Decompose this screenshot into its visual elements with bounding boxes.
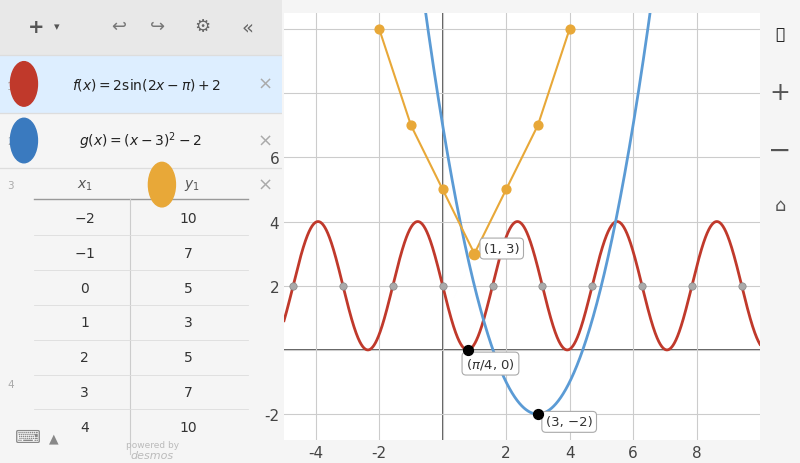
Text: 3: 3 xyxy=(184,316,193,330)
Text: 🔧: 🔧 xyxy=(775,27,785,42)
Text: 2: 2 xyxy=(7,136,14,146)
Text: ×: × xyxy=(257,132,272,150)
Text: ~: ~ xyxy=(156,178,168,192)
Text: 5: 5 xyxy=(184,281,193,295)
Text: 7: 7 xyxy=(184,385,193,399)
Point xyxy=(436,186,449,194)
Text: 10: 10 xyxy=(180,420,198,434)
Text: ↩: ↩ xyxy=(110,19,126,36)
Point xyxy=(405,122,418,130)
Text: ↪: ↪ xyxy=(150,19,166,36)
Text: $f(x) = 2\sin(2x-\pi)+2$: $f(x) = 2\sin(2x-\pi)+2$ xyxy=(72,77,221,93)
Point xyxy=(636,282,649,290)
Text: +: + xyxy=(28,18,45,37)
Text: 1: 1 xyxy=(80,316,89,330)
Text: ⚙: ⚙ xyxy=(194,19,211,36)
Text: 7: 7 xyxy=(184,246,193,260)
Text: 3: 3 xyxy=(80,385,89,399)
Point xyxy=(461,346,474,354)
Point xyxy=(468,250,481,258)
Text: desmos: desmos xyxy=(130,450,174,460)
Text: 2: 2 xyxy=(80,350,89,364)
Text: (3, −2): (3, −2) xyxy=(546,415,593,428)
Point xyxy=(436,282,449,290)
Point xyxy=(468,250,481,258)
Text: ▾: ▾ xyxy=(54,22,59,32)
Text: 10: 10 xyxy=(180,212,198,225)
Text: ⌨: ⌨ xyxy=(15,429,41,446)
Text: ×: × xyxy=(257,176,272,194)
Point xyxy=(531,122,544,130)
Text: ×: × xyxy=(257,76,272,94)
Text: 5: 5 xyxy=(184,350,193,364)
Text: $x_1$: $x_1$ xyxy=(77,178,92,193)
Point xyxy=(486,282,499,290)
Circle shape xyxy=(10,119,38,163)
Circle shape xyxy=(10,63,38,107)
Point xyxy=(686,282,698,290)
Point xyxy=(536,282,549,290)
Text: «: « xyxy=(242,18,254,37)
Text: 0: 0 xyxy=(80,281,89,295)
Text: 4: 4 xyxy=(80,420,89,434)
Point xyxy=(286,282,299,290)
FancyBboxPatch shape xyxy=(0,56,282,113)
Text: 3: 3 xyxy=(7,180,14,190)
Text: $g(x) = (x-3)^2-2$: $g(x) = (x-3)^2-2$ xyxy=(79,131,202,152)
Text: 4: 4 xyxy=(7,379,14,389)
Point xyxy=(586,282,598,290)
Text: 1: 1 xyxy=(7,82,14,92)
Text: $-1$: $-1$ xyxy=(74,246,95,260)
Point xyxy=(735,282,748,290)
Text: ($\pi$/4, 0): ($\pi$/4, 0) xyxy=(466,357,515,371)
Text: −: − xyxy=(768,137,792,164)
Text: +: + xyxy=(770,81,790,105)
Point xyxy=(563,26,576,34)
Text: ~: ~ xyxy=(17,132,31,150)
Text: ~: ~ xyxy=(17,76,31,94)
Text: (1, 3): (1, 3) xyxy=(484,243,519,256)
Text: powered by: powered by xyxy=(126,440,178,449)
Text: $-2$: $-2$ xyxy=(74,212,95,225)
Point xyxy=(386,282,399,290)
Text: ▲: ▲ xyxy=(49,431,58,444)
Circle shape xyxy=(149,163,175,207)
Text: ⌂: ⌂ xyxy=(774,197,786,215)
Text: $y_1$: $y_1$ xyxy=(183,178,199,193)
Point xyxy=(531,411,544,418)
FancyBboxPatch shape xyxy=(0,0,282,56)
Point xyxy=(337,282,350,290)
Point xyxy=(500,186,513,194)
Point xyxy=(373,26,386,34)
